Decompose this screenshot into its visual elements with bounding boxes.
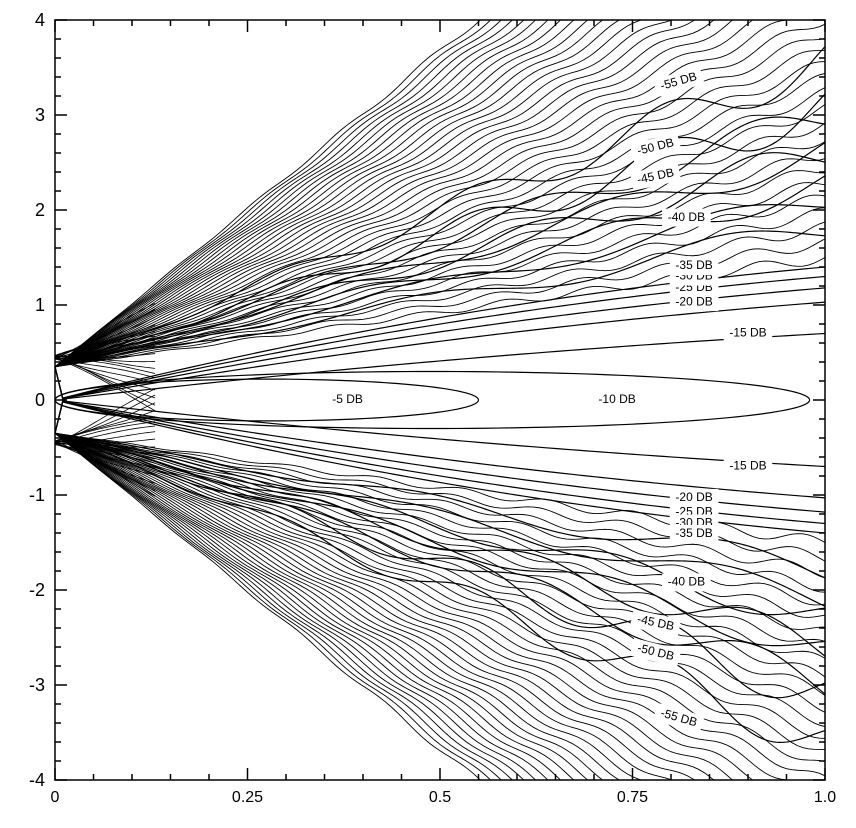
contour-fill-ray xyxy=(55,104,825,366)
x-tick-label: 0 xyxy=(51,789,60,806)
contour-fill-ray xyxy=(55,142,825,367)
svg-text:-15 DB: -15 DB xyxy=(729,459,766,473)
contour-fill-ray xyxy=(55,433,825,793)
contour-fill-ray xyxy=(55,24,825,367)
contour-label: -55 DB xyxy=(653,703,705,734)
contour-fill-ray xyxy=(55,88,825,367)
svg-text:-40 DB: -40 DB xyxy=(668,210,705,224)
contour-label: -5 DB xyxy=(327,391,368,409)
contour-fill-ray xyxy=(55,7,825,367)
contour-plot: -5 DB-10 DB-15 DB-20 DB-25 DB-30 DB-35 D… xyxy=(0,0,856,828)
x-tick-label: 0.75 xyxy=(617,789,648,806)
contour-lobe xyxy=(55,143,825,367)
svg-text:-15 DB: -15 DB xyxy=(729,326,766,340)
contour-label: -45 DB xyxy=(630,163,681,191)
y-tick-label: 1 xyxy=(35,295,45,315)
y-tick-label: -3 xyxy=(29,675,45,695)
svg-text:-40 DB: -40 DB xyxy=(668,575,705,589)
y-tick-label: -4 xyxy=(29,770,45,790)
y-tick-label: 3 xyxy=(35,105,45,125)
contour-fill-ray xyxy=(55,433,825,677)
contour-label: -50 DB xyxy=(630,133,682,162)
svg-text:-20 DB: -20 DB xyxy=(675,490,712,504)
contour-ray xyxy=(55,401,825,467)
contour-label: -35 DB xyxy=(670,525,719,543)
contour-fill-ray xyxy=(55,433,825,695)
contour-label: -55 DB xyxy=(653,66,705,97)
contour-label: -40 DB xyxy=(662,209,711,227)
svg-text:-35 DB: -35 DB xyxy=(675,526,712,540)
x-tick-label: 0.25 xyxy=(232,789,263,806)
contour-label: -15 DB xyxy=(724,458,773,476)
x-tick-label: 0.5 xyxy=(429,789,451,806)
contour-oval xyxy=(55,372,810,429)
contour-label: -35 DB xyxy=(670,257,719,275)
contour-label: -15 DB xyxy=(724,325,773,343)
contour-label: -50 DB xyxy=(630,638,682,667)
contour-label: -40 DB xyxy=(662,573,711,591)
y-tick-label: 4 xyxy=(35,10,45,30)
contour-label: -10 DB xyxy=(593,391,642,409)
contour-fill-ray xyxy=(55,433,825,776)
y-tick-label: -2 xyxy=(29,580,45,600)
x-tick-label: 1.0 xyxy=(814,789,836,806)
y-tick-label: 2 xyxy=(35,200,45,220)
y-tick-label: 0 xyxy=(35,390,45,410)
contour-ray xyxy=(55,334,825,400)
svg-text:-5 DB: -5 DB xyxy=(332,392,363,406)
svg-text:-35 DB: -35 DB xyxy=(675,258,712,272)
y-tick-label: -1 xyxy=(29,485,45,505)
svg-text:-10 DB: -10 DB xyxy=(598,392,635,406)
